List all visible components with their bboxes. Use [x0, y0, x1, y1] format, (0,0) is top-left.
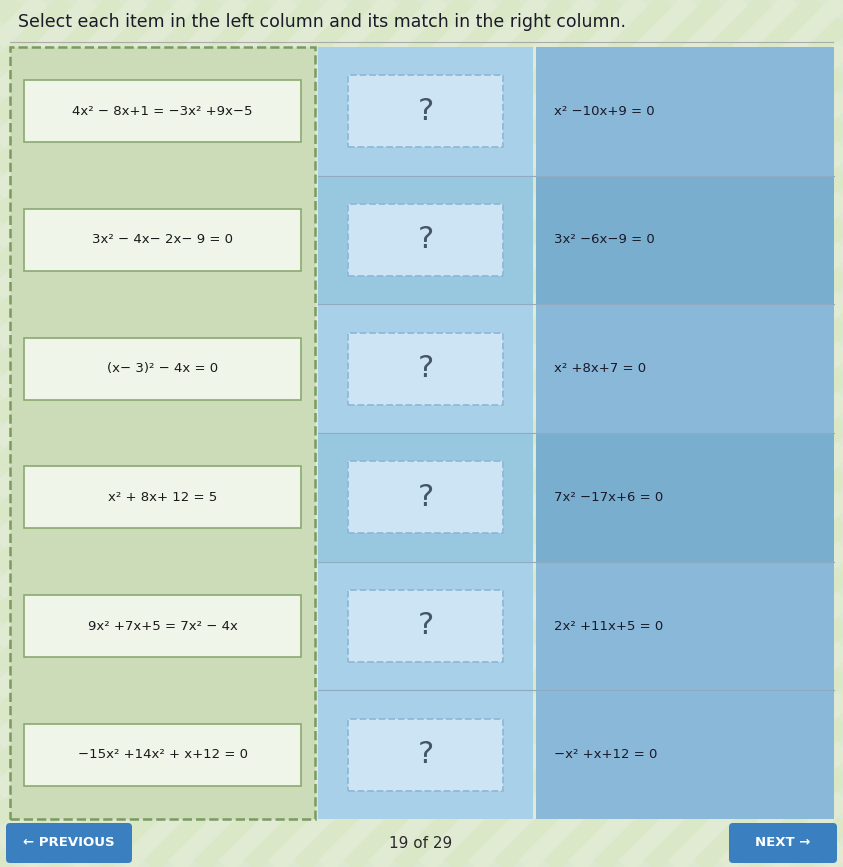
Text: ?: ?	[417, 97, 433, 126]
Text: −x² +x+12 = 0: −x² +x+12 = 0	[554, 748, 658, 761]
FancyBboxPatch shape	[348, 333, 503, 405]
Text: ?: ?	[417, 354, 433, 383]
FancyBboxPatch shape	[318, 433, 533, 562]
FancyBboxPatch shape	[536, 176, 834, 304]
FancyBboxPatch shape	[536, 433, 834, 562]
FancyBboxPatch shape	[536, 690, 834, 819]
Text: (x− 3)² − 4x = 0: (x− 3)² − 4x = 0	[107, 362, 218, 375]
Text: ?: ?	[417, 225, 433, 255]
FancyBboxPatch shape	[24, 209, 301, 271]
FancyBboxPatch shape	[10, 47, 315, 819]
FancyBboxPatch shape	[24, 595, 301, 657]
Text: x² + 8x+ 12 = 5: x² + 8x+ 12 = 5	[108, 491, 217, 504]
Text: ?: ?	[417, 483, 433, 512]
FancyBboxPatch shape	[6, 823, 132, 863]
FancyBboxPatch shape	[348, 204, 503, 276]
FancyBboxPatch shape	[729, 823, 837, 863]
FancyBboxPatch shape	[318, 304, 533, 433]
Text: ?: ?	[417, 740, 433, 769]
Text: −15x² +14x² + x+12 = 0: −15x² +14x² + x+12 = 0	[78, 748, 248, 761]
Text: NEXT →: NEXT →	[755, 837, 811, 850]
Text: ← PREVIOUS: ← PREVIOUS	[24, 837, 115, 850]
FancyBboxPatch shape	[24, 724, 301, 786]
Text: ?: ?	[417, 611, 433, 641]
FancyBboxPatch shape	[318, 47, 533, 176]
FancyBboxPatch shape	[318, 176, 533, 304]
Text: 4x² − 8x+1 = −3x² +9x−5: 4x² − 8x+1 = −3x² +9x−5	[72, 105, 253, 118]
Text: Select each item in the left column and its match in the right column.: Select each item in the left column and …	[18, 13, 626, 31]
FancyBboxPatch shape	[24, 466, 301, 528]
Text: 2x² +11x+5 = 0: 2x² +11x+5 = 0	[554, 620, 663, 633]
Text: 7x² −17x+6 = 0: 7x² −17x+6 = 0	[554, 491, 663, 504]
FancyBboxPatch shape	[536, 47, 834, 176]
FancyBboxPatch shape	[348, 75, 503, 147]
FancyBboxPatch shape	[536, 562, 834, 690]
Text: 19 of 29: 19 of 29	[389, 836, 453, 851]
FancyBboxPatch shape	[318, 562, 533, 690]
FancyBboxPatch shape	[348, 590, 503, 662]
FancyBboxPatch shape	[348, 719, 503, 791]
FancyBboxPatch shape	[348, 461, 503, 533]
Text: x² +8x+7 = 0: x² +8x+7 = 0	[554, 362, 646, 375]
FancyBboxPatch shape	[24, 81, 301, 142]
FancyBboxPatch shape	[24, 338, 301, 400]
Text: 9x² +7x+5 = 7x² − 4x: 9x² +7x+5 = 7x² − 4x	[88, 620, 238, 633]
FancyBboxPatch shape	[536, 304, 834, 433]
Text: x² −10x+9 = 0: x² −10x+9 = 0	[554, 105, 655, 118]
Text: 3x² −6x−9 = 0: 3x² −6x−9 = 0	[554, 233, 655, 246]
Text: 3x² − 4x− 2x− 9 = 0: 3x² − 4x− 2x− 9 = 0	[92, 233, 233, 246]
FancyBboxPatch shape	[318, 690, 533, 819]
